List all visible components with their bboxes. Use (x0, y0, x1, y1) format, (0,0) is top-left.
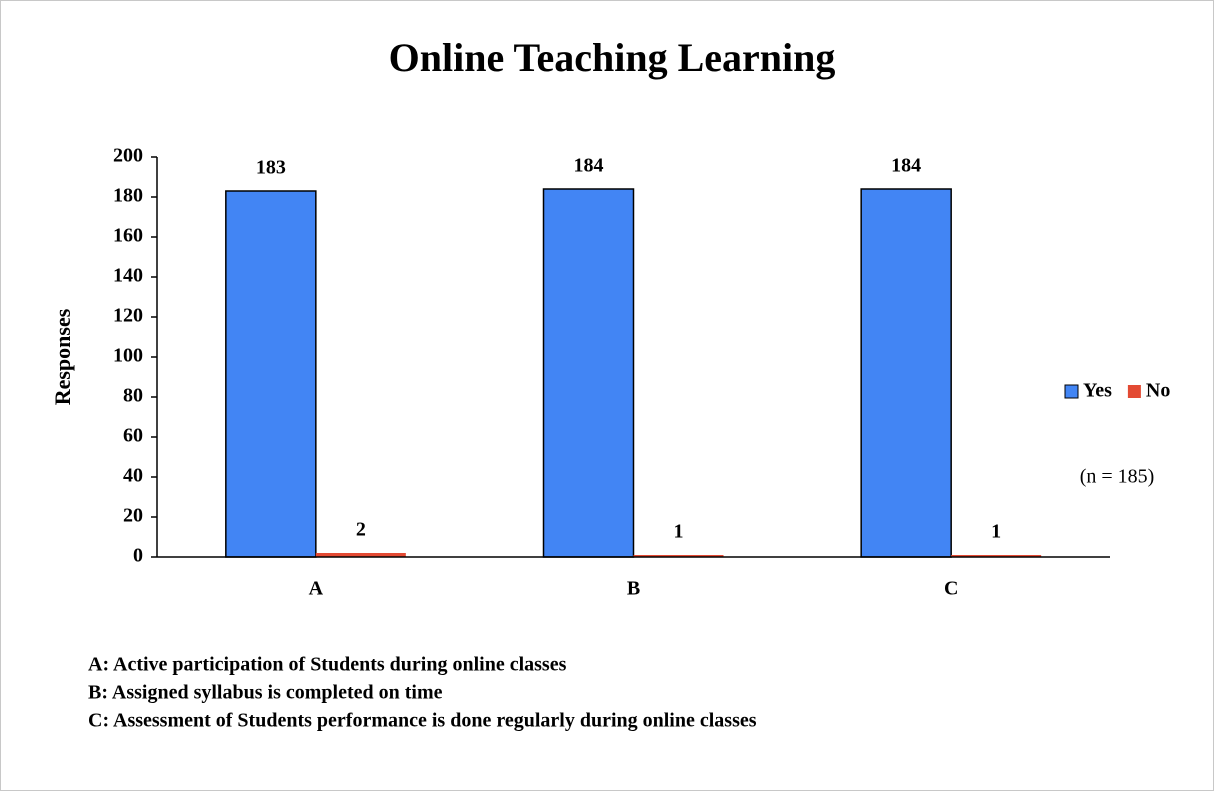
y-axis-label: Responses (50, 308, 75, 405)
y-tick-label: 80 (123, 385, 143, 407)
y-tick-label: 120 (113, 305, 143, 327)
value-label: 1 (991, 521, 1001, 543)
bar (315, 553, 406, 557)
y-tick-label: 40 (123, 465, 143, 487)
value-label: 2 (356, 519, 366, 541)
value-label: 184 (891, 155, 921, 177)
bar (542, 188, 635, 558)
chart-title: Online Teaching Learning (389, 35, 836, 80)
bar (633, 555, 724, 557)
y-tick-label: 60 (123, 425, 143, 447)
bar (860, 188, 952, 558)
x-tick-label: B (627, 578, 640, 600)
y-tick-label: 0 (133, 545, 143, 567)
value-label: 183 (256, 157, 286, 179)
y-tick-label: 20 (123, 505, 143, 527)
x-tick-label: A (309, 578, 324, 600)
y-tick-label: 100 (113, 345, 143, 367)
y-tick-label: 140 (113, 265, 143, 287)
x-tick-label: C (944, 578, 958, 600)
y-tick-label: 160 (113, 225, 143, 247)
y-tick-label: 180 (113, 185, 143, 207)
legend-swatch (1127, 385, 1141, 398)
bar (951, 555, 1042, 557)
bar (225, 190, 317, 558)
y-tick-label: 200 (113, 145, 143, 167)
note: C: Assessment of Students performance is… (88, 710, 757, 732)
value-label: 184 (574, 155, 604, 177)
value-label: 1 (674, 521, 684, 543)
note: B: Assigned syllabus is completed on tim… (88, 682, 443, 704)
annotation: (n = 185) (1080, 466, 1155, 488)
legend-label: No (1146, 380, 1170, 402)
note: A: Active participation of Students duri… (88, 654, 567, 676)
legend-swatch (1064, 384, 1079, 399)
legend-label: Yes (1083, 380, 1112, 402)
